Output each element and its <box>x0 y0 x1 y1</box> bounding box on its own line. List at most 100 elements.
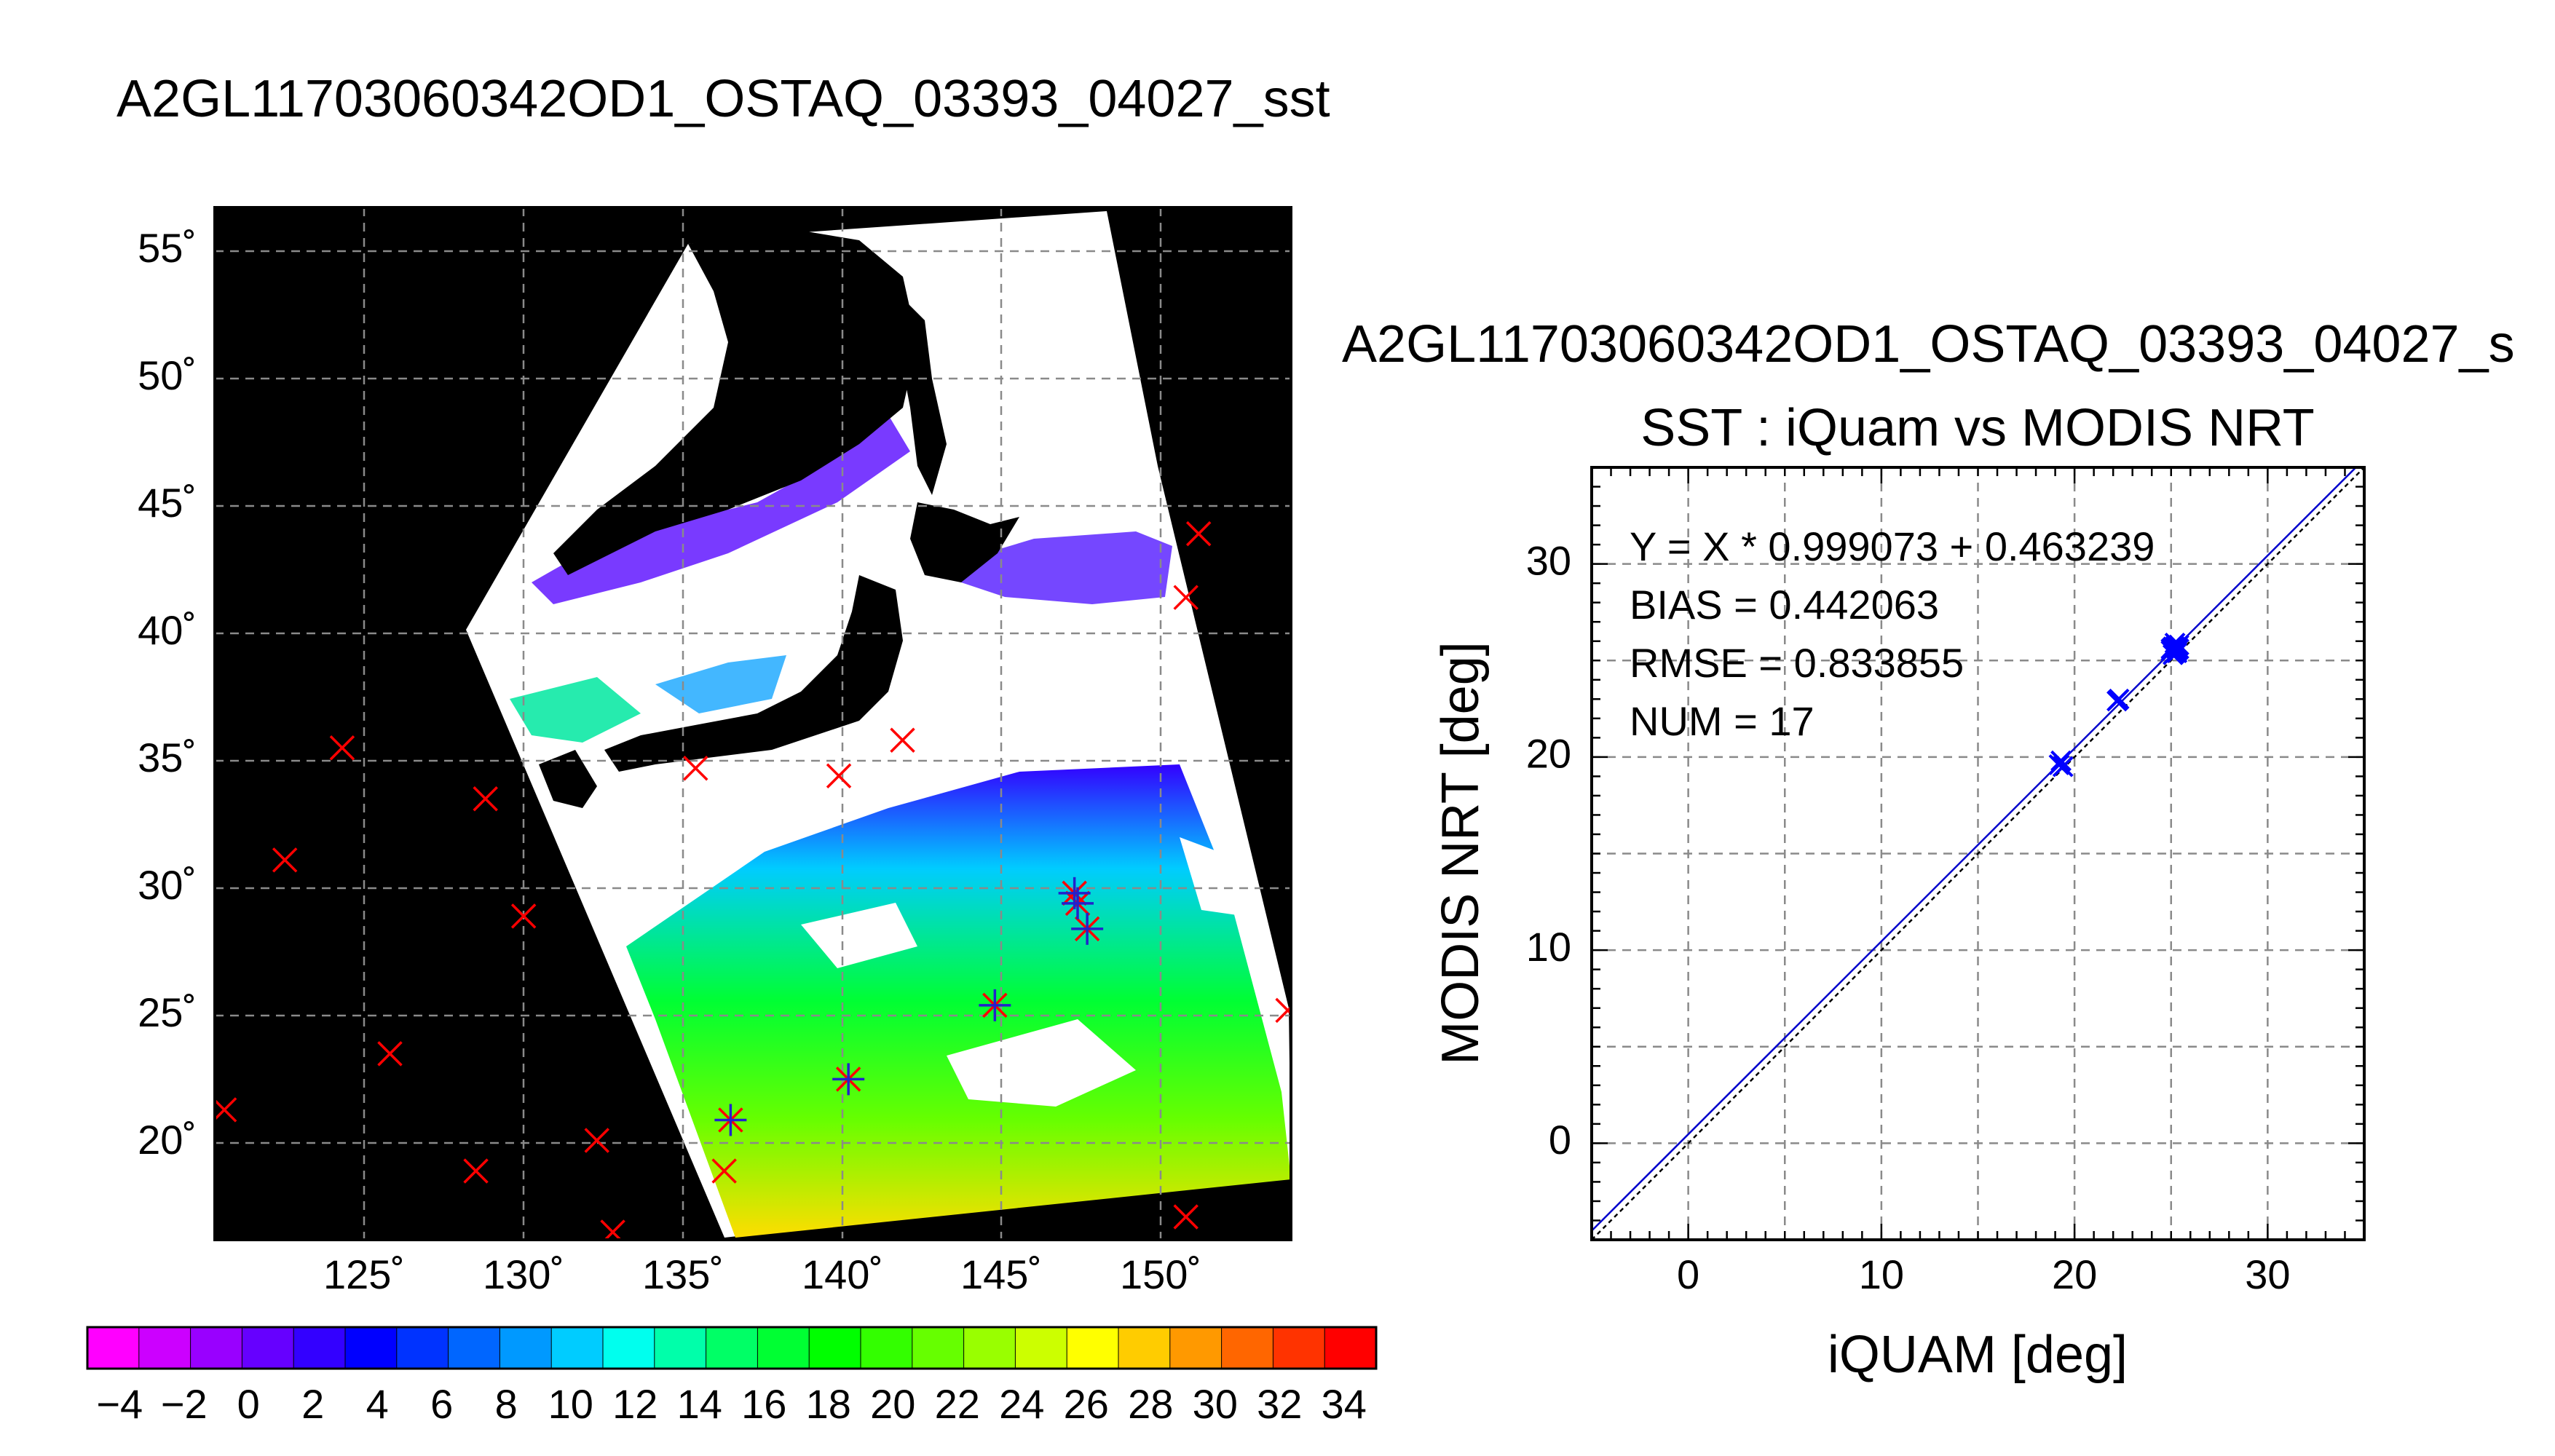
y-tick-label: 10 <box>1526 924 1571 970</box>
colorbar-cell <box>912 1326 965 1369</box>
sst-zone-sea-of-japan <box>655 655 786 713</box>
colorbar-tick-label: 6 <box>430 1381 453 1427</box>
colorbar-tick-label: 0 <box>237 1381 260 1427</box>
station-marker <box>272 847 298 873</box>
y-axis-label: MODIS NRT [deg] <box>1431 641 1490 1065</box>
map-gridlines <box>215 207 1291 1240</box>
colorbar-cell <box>808 1326 861 1369</box>
colorbar-tick-label: 10 <box>548 1381 593 1427</box>
colorbar-cell <box>293 1326 347 1369</box>
colorbar-cell <box>190 1326 243 1369</box>
scatter-title: SST : iQuam vs MODIS NRT <box>1640 399 2315 457</box>
lat-label: 25˚ <box>138 989 197 1035</box>
colorbar-tick-label: −4 <box>96 1381 143 1427</box>
land-sakhalin <box>896 291 947 495</box>
colorbar-tick-label: 4 <box>366 1381 389 1427</box>
y-tick-label: 30 <box>1526 537 1571 583</box>
colorbar-cell <box>654 1326 707 1369</box>
land-korea <box>539 750 597 808</box>
station-marker <box>584 1128 609 1153</box>
station-marker <box>826 763 852 789</box>
sst-colorbar: −4 −2 0 2 4 6 8 10 12 14 16 18 20 22 24 26 28 30 32 34 <box>86 1326 1378 1427</box>
colorbar-tick-label: 28 <box>1128 1381 1173 1427</box>
sst-map: 55˚ 50˚ 45˚ 40˚ 35˚ 30˚ 25˚ 20˚ 125˚ 130… <box>138 206 1292 1297</box>
y-tick-label: 0 <box>1549 1117 1571 1163</box>
colorbar-tick-label: 12 <box>612 1381 657 1427</box>
lat-label: 20˚ <box>138 1117 197 1163</box>
sst-zone-south <box>626 764 1291 1238</box>
sst-zone-north <box>532 415 910 604</box>
identity-line <box>1592 467 2364 1240</box>
x-axis-label: iQUAM [deg] <box>1828 1326 2128 1384</box>
data-point <box>2108 688 2130 710</box>
lat-label: 35˚ <box>138 735 197 780</box>
matchup-marker <box>832 1063 865 1096</box>
station-marker <box>1173 585 1198 610</box>
station-marker <box>683 756 708 781</box>
lon-label: 145˚ <box>960 1251 1042 1297</box>
station-marker <box>215 1097 237 1123</box>
x-tick-label: 20 <box>2052 1251 2097 1297</box>
lat-label: 50˚ <box>138 352 197 398</box>
colorbar-cell <box>1118 1326 1171 1369</box>
data-point <box>2052 756 2074 778</box>
x-tick-label: 30 <box>2245 1251 2290 1297</box>
colorbar-tick-label: 18 <box>806 1381 851 1427</box>
colorbar-cell <box>1066 1326 1119 1369</box>
stats-bias: BIAS = 0.442063 <box>1630 582 1939 628</box>
stats-equation: Y = X * 0.999073 + 0.463239 <box>1630 523 2155 569</box>
station-marker <box>473 786 498 812</box>
data-point <box>2166 642 2188 664</box>
colorbar-tick-label: 20 <box>870 1381 915 1427</box>
x-tick-label: 0 <box>1677 1251 1699 1297</box>
x-tick-label: 10 <box>1859 1251 1904 1297</box>
station-marker <box>377 1041 403 1067</box>
colorbar-tick-label: 2 <box>301 1381 324 1427</box>
colorbar-cell <box>344 1326 398 1369</box>
data-point <box>2164 636 2186 658</box>
colorbar-cell <box>396 1326 449 1369</box>
lat-label: 45˚ <box>138 480 197 526</box>
station-marker <box>600 1219 625 1240</box>
colorbar-cell <box>1272 1326 1326 1369</box>
colorbar-cell <box>1014 1326 1068 1369</box>
lon-label: 130˚ <box>483 1251 564 1297</box>
station-marker <box>1275 997 1291 1024</box>
cloud-patch-3 <box>1180 837 1252 917</box>
map-frame <box>213 206 1292 1241</box>
lon-label: 125˚ <box>323 1251 405 1297</box>
station-marker <box>1185 521 1212 547</box>
colorbar-tick-label: 26 <box>1064 1381 1109 1427</box>
colorbar-tick-label: 30 <box>1193 1381 1238 1427</box>
colorbar-tick-label: 16 <box>741 1381 786 1427</box>
colorbar-frame <box>86 1326 1378 1370</box>
station-marker <box>711 1158 737 1184</box>
colorbar-cell <box>1221 1326 1274 1369</box>
stats-num: NUM = 17 <box>1630 698 1814 744</box>
regression-line <box>1592 467 2358 1232</box>
lat-label: 55˚ <box>138 225 197 271</box>
lat-label: 30˚ <box>138 862 197 908</box>
colorbar-cell <box>138 1326 191 1369</box>
colorbar-cell <box>602 1326 655 1369</box>
colorbar-tick-label: −2 <box>161 1381 208 1427</box>
colorbar-cell <box>87 1326 140 1369</box>
station-marker <box>463 1158 489 1184</box>
colorbar-tick-label: 34 <box>1322 1381 1367 1427</box>
fit-lines <box>1592 467 2364 1240</box>
colorbar-cell <box>963 1326 1016 1369</box>
colorbar-cell <box>241 1326 295 1369</box>
land-hokkaido <box>910 502 1019 582</box>
colorbar-cell <box>1324 1326 1377 1369</box>
colorbar-tick-label: 8 <box>495 1381 518 1427</box>
land-manchuria <box>553 229 917 575</box>
colorbar-tick-label: 14 <box>677 1381 722 1427</box>
main-title: A2GL11703060342OD1_OSTAQ_03393_04027_sst <box>117 70 1330 128</box>
scatter-plot: SST : iQuam vs MODIS NRT 0 10 20 300102030 … <box>1431 399 2366 1384</box>
lon-label: 135˚ <box>642 1251 724 1297</box>
colorbar-cell <box>1169 1326 1223 1369</box>
matchup-marker <box>979 989 1011 1021</box>
station-marker <box>510 903 537 929</box>
colorbar-cell <box>499 1326 553 1369</box>
